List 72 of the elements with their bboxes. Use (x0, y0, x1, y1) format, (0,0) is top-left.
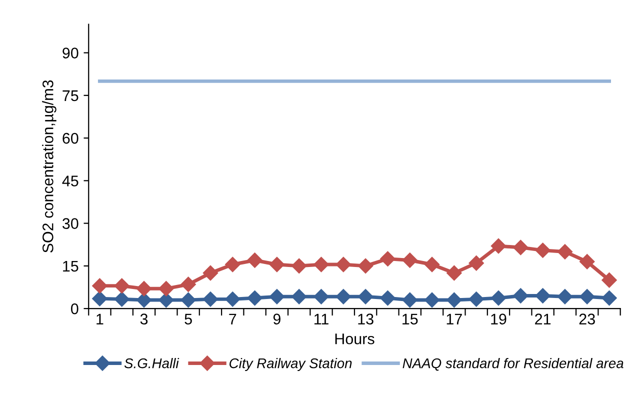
y-tick-label: 60 (62, 132, 78, 144)
x-tick-label: 19 (491, 314, 506, 325)
point (380, 290, 396, 306)
point (468, 256, 484, 271)
x-tick-label: 1 (96, 314, 104, 324)
point (602, 290, 617, 306)
point (136, 281, 152, 296)
point (292, 289, 307, 304)
point (114, 292, 130, 307)
point (202, 265, 218, 281)
point (180, 292, 196, 308)
x-axis-title: Hours (335, 334, 374, 344)
point (269, 256, 285, 272)
point (557, 289, 573, 304)
point (490, 290, 506, 306)
point (513, 288, 528, 304)
point (602, 272, 617, 288)
point (92, 278, 108, 294)
x-tick-label: 5 (184, 314, 192, 325)
y-tick-label: 75 (62, 90, 78, 102)
point (225, 256, 240, 272)
point (247, 290, 262, 306)
point (358, 289, 374, 304)
point (580, 289, 595, 304)
point (446, 292, 462, 308)
x-tick-label: 17 (446, 314, 462, 324)
point (158, 281, 174, 296)
y-tick-label: 30 (62, 218, 78, 229)
legend-label: NAAQ standard for Residential area (402, 358, 624, 371)
point (424, 256, 440, 272)
x-tick-label: 15 (402, 314, 418, 325)
x-tick-label: 13 (358, 314, 374, 325)
x-tick-label: 9 (273, 314, 280, 325)
point (580, 254, 595, 270)
point (336, 256, 351, 272)
x-tick-label: 3 (140, 314, 148, 325)
point (358, 258, 374, 274)
x-tick-label: 11 (314, 314, 328, 324)
point (490, 238, 506, 254)
point (402, 292, 418, 308)
point (202, 292, 218, 307)
point (269, 289, 285, 304)
x-tick-label: 21 (535, 314, 551, 324)
y-tick-label: 45 (62, 176, 78, 186)
point (247, 252, 262, 268)
point (336, 289, 351, 304)
point (314, 289, 329, 304)
point (380, 251, 396, 266)
point (468, 292, 484, 307)
x-tick-label: 7 (229, 314, 236, 324)
point (402, 252, 418, 268)
legend-label: City Railway Station (230, 358, 352, 371)
x-tick-label: 23 (579, 314, 595, 325)
legend-label: S.G.Halli (124, 358, 180, 368)
y-tick-label: 90 (62, 48, 78, 58)
point (557, 244, 573, 260)
point (535, 288, 550, 304)
point (225, 292, 240, 307)
y-axis-title: SO2 concentration,µg/m3 (42, 80, 56, 253)
point (292, 258, 307, 274)
point (314, 256, 329, 272)
y-tick-label: 15 (63, 260, 78, 272)
point (158, 292, 174, 308)
point (92, 291, 108, 306)
point (513, 240, 528, 256)
point (424, 292, 440, 308)
point (180, 276, 196, 292)
point (114, 278, 130, 294)
point (136, 292, 152, 308)
point (446, 265, 462, 281)
y-tick-label: 0 (71, 303, 78, 314)
point (535, 242, 550, 258)
